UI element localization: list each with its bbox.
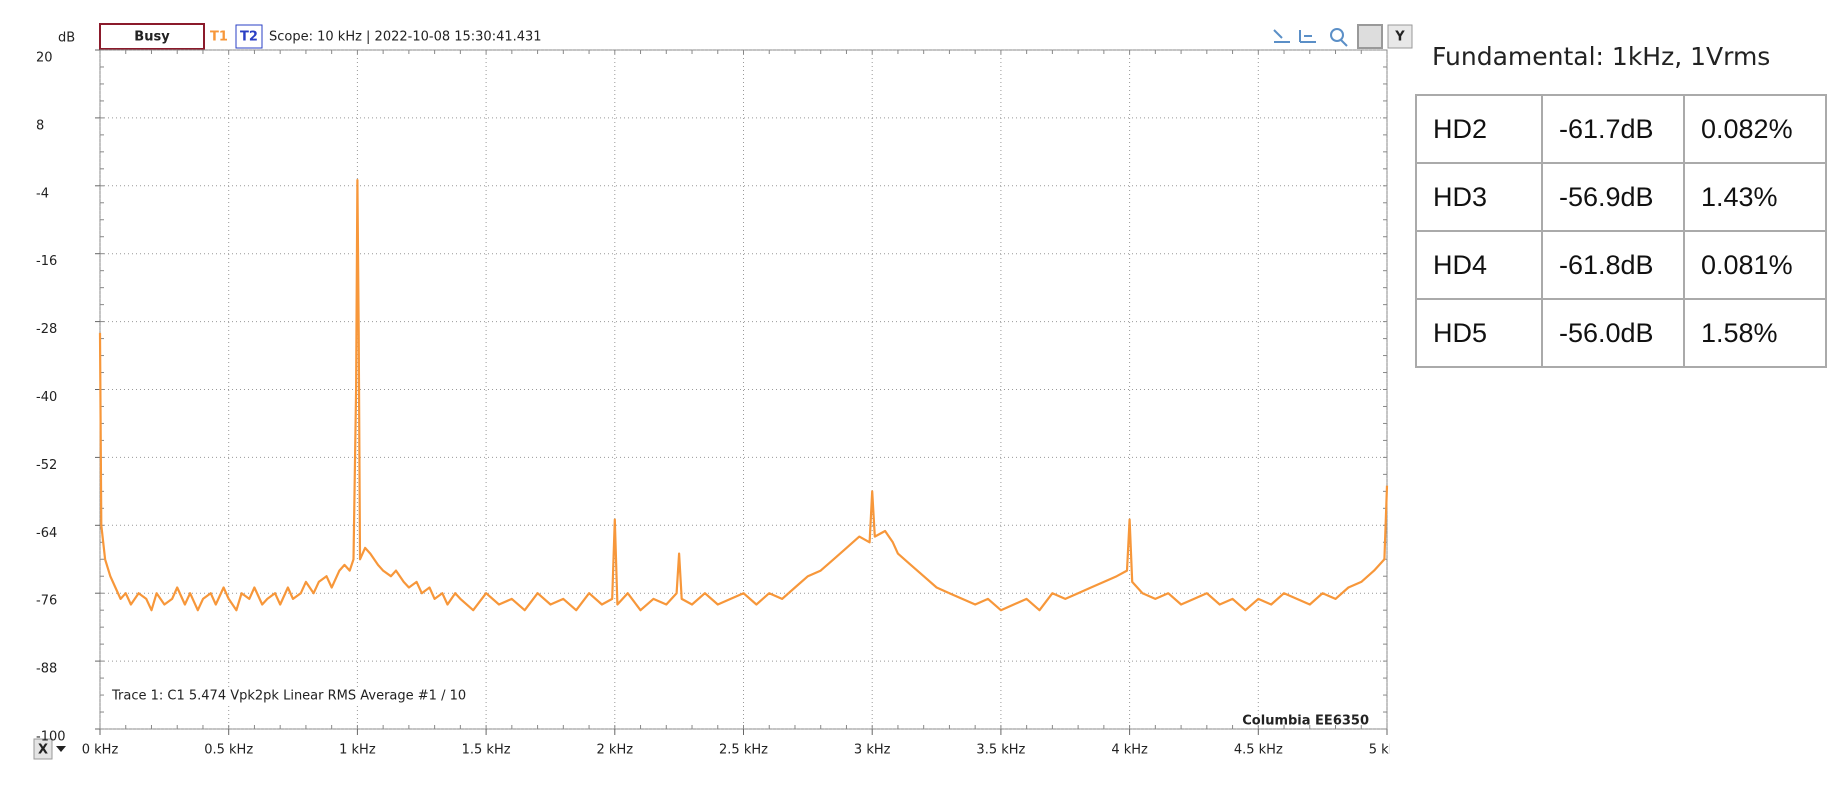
y-tick-label: -64 <box>36 526 57 541</box>
x-tick-label: 1.5 kHz <box>462 743 511 758</box>
y-button-box[interactable] <box>1387 24 1413 49</box>
table-row: HD2 -61.7dB 0.082% <box>1415 94 1827 164</box>
y-tick-label: -52 <box>36 458 57 473</box>
x-tick-label: 2 kHz <box>597 743 634 758</box>
icon[interactable] <box>1299 30 1316 43</box>
table-row: HD5 -56.0dB 1.58% <box>1415 298 1827 368</box>
y-axis-label: dB <box>58 31 75 46</box>
table-cell: HD4 <box>1415 230 1543 300</box>
table-cell: 1.58% <box>1683 298 1827 368</box>
table-cell: -56.9dB <box>1541 162 1685 232</box>
table-cell: -56.0dB <box>1541 298 1685 368</box>
x-tick-label: 0 kHz <box>82 743 119 758</box>
busy-box[interactable] <box>99 23 205 50</box>
table-cell: HD2 <box>1415 94 1543 164</box>
trace2-button: T2 <box>240 30 258 45</box>
table-body: HD2 -61.7dB 0.082% HD3 -56.9dB 1.43% HD4 -61.8d… <box>1415 94 1827 368</box>
icon[interactable] <box>1357 24 1383 49</box>
table-cell: 1.43% <box>1683 162 1827 232</box>
brand-annotation: Columbia EE6350 <box>1242 714 1369 729</box>
trace1-button[interactable]: T1 <box>210 30 228 45</box>
annotation-bg <box>108 687 468 705</box>
x-button: X <box>38 743 48 758</box>
icon[interactable] <box>1330 28 1344 42</box>
x-tick-label: 2.5 kHz <box>719 743 768 758</box>
x-tick-label: 1 kHz <box>339 743 376 758</box>
y-tick-label: 20 <box>36 51 53 66</box>
icon[interactable] <box>1273 29 1290 43</box>
side-title: Fundamental: 1kHz, 1Vrms <box>1432 42 1771 71</box>
y-button: Y <box>1394 30 1405 45</box>
x-tick-label: 4.5 kHz <box>1234 743 1283 758</box>
y-tick-label: -76 <box>36 594 57 609</box>
x-tick-label: 3 kHz <box>854 743 891 758</box>
scope-info: Scope: 10 kHz | 2022-10-08 15:30:41.431 <box>269 30 542 45</box>
table-cell: HD5 <box>1415 298 1543 368</box>
table-cell: HD3 <box>1415 162 1543 232</box>
busy-status: Busy <box>134 30 170 45</box>
y-tick-label: -100 <box>36 730 66 745</box>
icon[interactable] <box>1340 39 1348 47</box>
x-dropdown[interactable] <box>56 746 66 752</box>
toolbar-icons[interactable] <box>1273 24 1383 49</box>
harmonics-table: HD2 -61.7dB 0.082% HD3 -56.9dB 1.43% HD4 -61.8d… <box>1415 94 1827 368</box>
y-tick-label: 8 <box>36 118 44 133</box>
table-cell: 0.081% <box>1683 230 1827 300</box>
table-cell: -61.8dB <box>1541 230 1685 300</box>
table-cell: -61.7dB <box>1541 94 1685 164</box>
chart: dB Busy T1 T2 Scope: 10 kHz | 2022-10-08… <box>33 23 1390 760</box>
y-tick-label: -16 <box>36 254 57 269</box>
spectrum-trace <box>98 179 1389 612</box>
table-row: HD4 -61.8dB 0.081% <box>1415 230 1827 300</box>
plot-area <box>99 49 1388 730</box>
y-button-layer: Y <box>1387 24 1413 49</box>
trace-annotation: Trace 1: C1 5.474 Vpk2pk Linear RMS Aver… <box>111 689 466 704</box>
y-tick-label: -40 <box>36 390 57 405</box>
x-tick-label: 5 kHz <box>1369 743 1390 758</box>
table-row: HD3 -56.9dB 1.43% <box>1415 162 1827 232</box>
trace2-box[interactable] <box>235 24 263 49</box>
x-tick-label: 4 kHz <box>1111 743 1148 758</box>
table-cell: 0.082% <box>1683 94 1827 164</box>
y-tick-label: -4 <box>36 186 49 201</box>
x-tick-label: 3.5 kHz <box>976 743 1025 758</box>
x-tick-label: 0.5 kHz <box>204 743 253 758</box>
y-tick-label: -28 <box>36 322 57 337</box>
y-tick-label: -88 <box>36 662 57 677</box>
x-button-box[interactable] <box>33 738 53 760</box>
